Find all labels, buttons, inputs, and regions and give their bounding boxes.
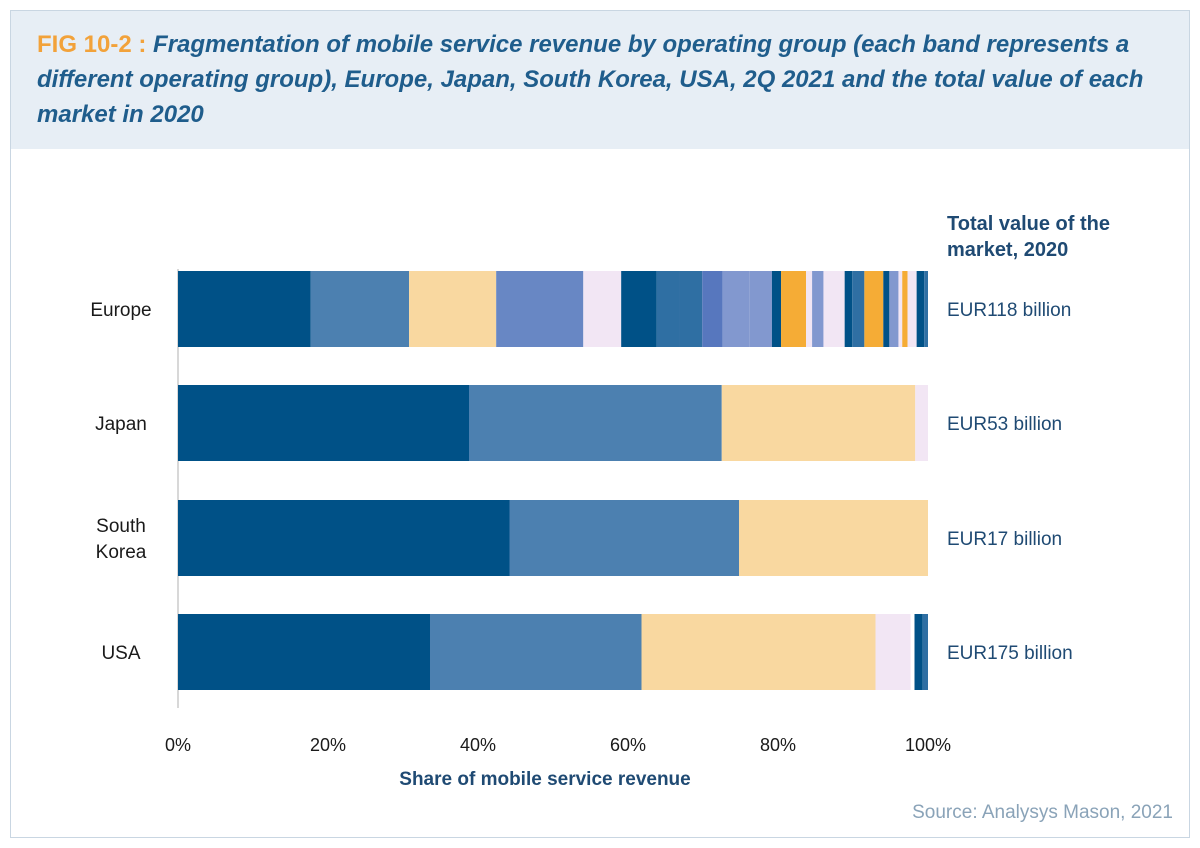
totals-header-line-1: Total value of the: [947, 213, 1110, 235]
stacked-bar-chart: 0% 20% 40% 60% 80% 100% Europe EUR118 billion Ja…: [90, 213, 1173, 823]
bar-segment: [875, 614, 911, 690]
bar-segment: [924, 271, 928, 347]
x-tick-label: 80%: [760, 735, 796, 755]
bar-segment: [812, 271, 824, 347]
figure-label: FIG 10-2 :: [37, 31, 147, 58]
market-total-label: EUR118 billion: [947, 300, 1071, 321]
bar-segment: [656, 271, 680, 347]
bar-segment: [739, 500, 928, 576]
bar-segment: [922, 614, 928, 690]
bar-usa: [178, 614, 928, 690]
bar-segment: [178, 271, 311, 347]
x-tick-label: 0%: [165, 735, 191, 755]
bar-segment: [178, 385, 469, 461]
bar-segment: [889, 271, 899, 347]
bar-segment: [641, 614, 876, 690]
category-label: USA: [101, 643, 140, 664]
bar-segment: [310, 271, 410, 347]
bar-segment: [178, 500, 510, 576]
bar-segment: [409, 271, 497, 347]
bar-segment: [621, 271, 657, 347]
labels-layer: 0% 20% 40% 60% 80% 100% Europe EUR118 billion Ja…: [90, 300, 1072, 755]
bar-segment: [910, 614, 915, 690]
bar-segment: [898, 271, 903, 347]
bar-europe: [178, 271, 928, 347]
x-tick-label: 20%: [310, 735, 346, 755]
bar-segment: [914, 614, 923, 690]
bar-japan: [178, 385, 928, 461]
bar-segment: [916, 271, 925, 347]
bar-segment: [844, 271, 853, 347]
bar-segment: [781, 271, 807, 347]
bar-segment: [902, 271, 908, 347]
bar-segment: [907, 271, 917, 347]
market-total-label: EUR17 billion: [947, 529, 1062, 550]
market-total-label: EUR175 billion: [947, 643, 1073, 664]
bar-segment: [852, 271, 865, 347]
bar-segment: [430, 614, 642, 690]
bar-segment: [749, 271, 772, 347]
bar-segment: [721, 385, 916, 461]
bar-south-korea: [178, 500, 928, 576]
category-label: Japan: [95, 414, 147, 435]
bar-segment: [771, 271, 782, 347]
bar-segment: [915, 385, 928, 461]
bar-segment: [583, 271, 622, 347]
bar-segment: [469, 385, 722, 461]
bar-segment: [823, 271, 845, 347]
x-tick-label: 100%: [905, 735, 951, 755]
x-tick-label: 40%: [460, 735, 496, 755]
source-note: Source: Analysys Mason, 2021: [912, 802, 1173, 823]
bar-segment: [806, 271, 813, 347]
figure-title: FIG 10-2 : Fragmentation of mobile servi…: [37, 27, 1167, 132]
bar-segment: [883, 271, 890, 347]
figure-frame: FIG 10-2 : Fragmentation of mobile servi…: [10, 10, 1190, 838]
figure-title-text: Fragmentation of mobile service revenue …: [37, 31, 1144, 128]
category-label: Korea: [96, 542, 147, 563]
bar-segment: [702, 271, 723, 347]
bar-segment: [496, 271, 584, 347]
category-label: Europe: [90, 300, 151, 321]
bar-segment: [722, 271, 750, 347]
bar-segment: [178, 614, 430, 690]
market-total-label: EUR53 billion: [947, 414, 1062, 435]
totals-header-line-2: market, 2020: [947, 239, 1068, 261]
x-axis-title: Share of mobile service revenue: [399, 769, 690, 790]
category-label: South: [96, 516, 146, 537]
bar-segment: [864, 271, 884, 347]
bar-segment: [679, 271, 703, 347]
bar-segment: [509, 500, 739, 576]
x-tick-label: 60%: [610, 735, 646, 755]
bars-layer: [178, 271, 928, 690]
figure-header: FIG 10-2 : Fragmentation of mobile servi…: [11, 11, 1189, 149]
